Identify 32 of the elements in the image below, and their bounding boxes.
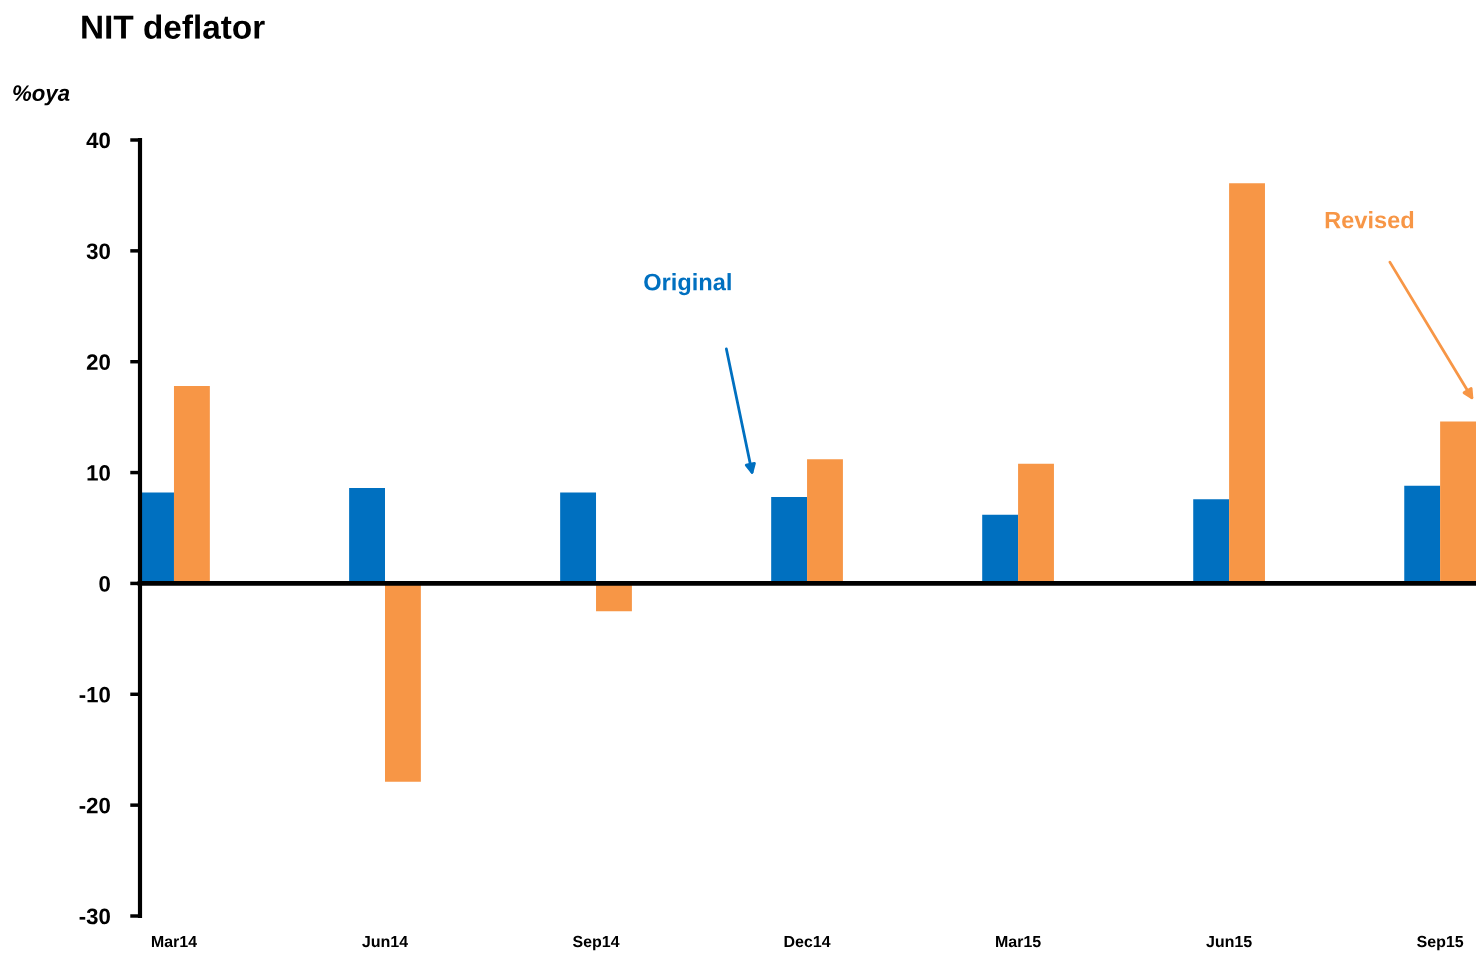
chart-title: NIT deflator [82, 14, 265, 39]
bar [1440, 421, 1476, 584]
bar [1018, 463, 1054, 584]
text: Original [644, 273, 731, 296]
y-axis-title: %oya [13, 85, 70, 106]
y-tick-label: 0 [99, 575, 110, 592]
y-tick-label: -20 [79, 797, 110, 814]
bar [560, 492, 597, 584]
bar [349, 488, 385, 584]
x-tick-label: Mar14 [151, 936, 197, 948]
text: Revised [1325, 211, 1414, 229]
x-tick-label: Jun15 [1206, 936, 1252, 948]
y-tick-label: 40 [86, 132, 110, 149]
y-tick-label: -30 [79, 908, 110, 925]
bar [771, 496, 808, 584]
x-tick-label: Jun14 [362, 936, 408, 948]
bar [1229, 183, 1265, 584]
bar [173, 386, 210, 584]
y-tick-label: 30 [86, 243, 110, 260]
bar [596, 583, 632, 612]
y-tick-label: -10 [79, 686, 110, 703]
x-tick-label: Sep14 [572, 935, 620, 951]
bar [1193, 499, 1230, 584]
bar [807, 459, 843, 584]
x-tick-label: Mar15 [996, 936, 1041, 948]
x-tick-label: Dec14 [784, 936, 831, 948]
y-tick-label: 10 [87, 465, 110, 481]
bar [385, 583, 421, 782]
x-tick-label: Sep15 [1417, 935, 1464, 951]
bar [982, 514, 1019, 584]
y-tick-label: 20 [86, 354, 110, 370]
bar [1404, 485, 1441, 584]
